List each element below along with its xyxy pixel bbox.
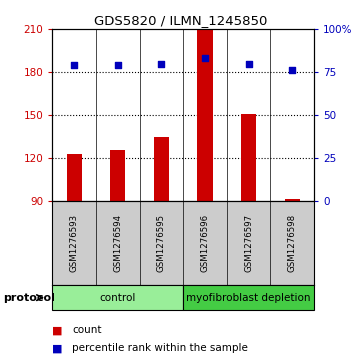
Point	[71, 62, 77, 68]
Text: GSM1276596: GSM1276596	[200, 214, 209, 272]
Point	[246, 61, 252, 66]
Bar	[110, 150, 125, 201]
Text: GSM1276597: GSM1276597	[244, 214, 253, 272]
Text: ■: ■	[52, 343, 63, 354]
Text: control: control	[100, 293, 136, 303]
Bar	[284, 199, 300, 201]
Point	[202, 56, 208, 61]
Point	[290, 68, 295, 73]
Bar	[52, 285, 183, 310]
Bar	[197, 29, 213, 201]
Text: ■: ■	[52, 325, 63, 335]
Bar	[241, 114, 256, 201]
Text: GSM1276595: GSM1276595	[157, 214, 166, 272]
Bar	[183, 285, 314, 310]
Text: myofibroblast depletion: myofibroblast depletion	[186, 293, 311, 303]
Text: percentile rank within the sample: percentile rank within the sample	[72, 343, 248, 354]
Point	[115, 62, 121, 68]
Bar	[66, 154, 82, 201]
Text: protocol: protocol	[4, 293, 56, 303]
Bar	[154, 137, 169, 201]
Text: GSM1276594: GSM1276594	[113, 214, 122, 272]
Text: GDS5820 / ILMN_1245850: GDS5820 / ILMN_1245850	[94, 15, 267, 28]
Text: count: count	[72, 325, 102, 335]
Text: GSM1276598: GSM1276598	[288, 214, 297, 272]
Text: GSM1276593: GSM1276593	[70, 214, 79, 272]
Point	[158, 61, 164, 66]
